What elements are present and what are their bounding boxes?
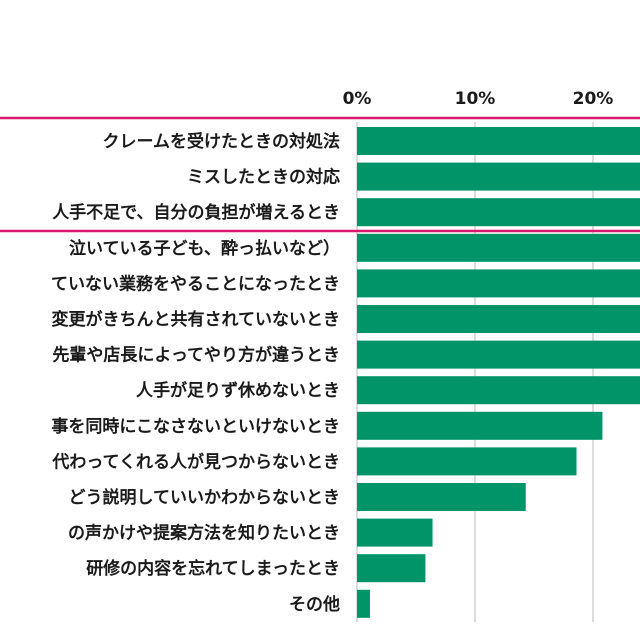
x-tick-label: 0%: [343, 89, 372, 109]
bar: [357, 376, 640, 405]
bar: [357, 554, 426, 583]
bar: [357, 518, 433, 547]
x-tick-label: 20%: [573, 89, 614, 109]
category-label: 研修の内容を忘れてしまったとき: [86, 558, 340, 579]
bar: [357, 198, 640, 227]
bar: [357, 483, 526, 511]
category-label: 先輩や店長によってやり方が違うとき: [52, 345, 340, 366]
bar: [357, 162, 640, 191]
category-label: どう説明していいかわからないとき: [69, 487, 341, 508]
bar: [357, 127, 640, 155]
category-label: クレームを受けたときの対処法: [103, 131, 341, 152]
bar: [357, 447, 577, 476]
category-label: ていない業務をやることになったとき: [51, 273, 340, 294]
bar: [357, 589, 370, 618]
category-label: の声かけや提案方法を知りたいとき: [68, 523, 340, 544]
category-label: 泣いている子ども、酔っ払いなど）: [69, 238, 340, 259]
bar: [357, 269, 640, 298]
bar: [357, 340, 640, 369]
bar: [357, 305, 640, 333]
category-label: 代わってくれる人が見つからないとき: [51, 451, 340, 472]
category-label: 人手不足で、自分の負担が増えるとき: [52, 202, 340, 223]
bar: [357, 233, 640, 262]
category-label: 変更がきちんと共有されていないとき: [52, 309, 341, 330]
category-label: その他: [289, 594, 340, 615]
category-label: ミスしたときの対応: [187, 167, 340, 188]
category-label: 人手が足りず休めないとき: [136, 380, 340, 401]
x-tick-label: 10%: [455, 89, 496, 109]
category-label: 事を同時にこなさないといけないとき: [51, 416, 340, 437]
bar: [357, 411, 603, 440]
